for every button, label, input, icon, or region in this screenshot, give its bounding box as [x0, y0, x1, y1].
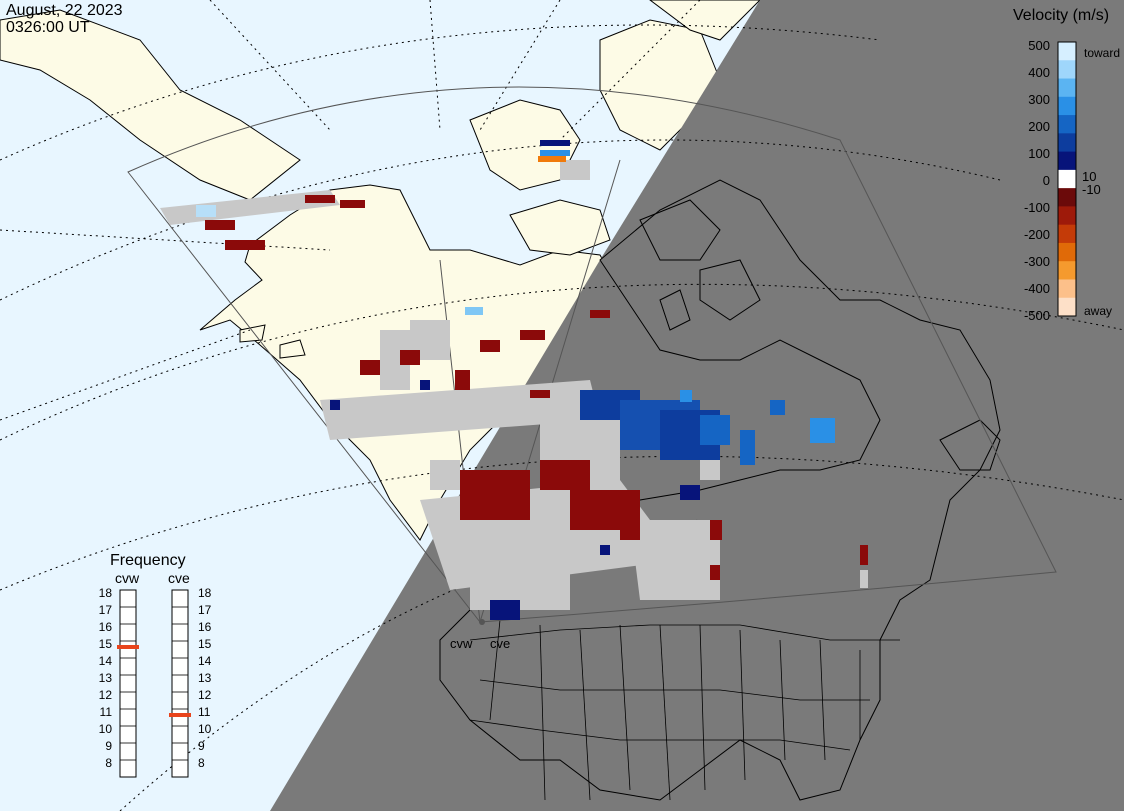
frequency-tick-label: 18 [198, 586, 212, 600]
frequency-tick-label: 11 [198, 705, 211, 719]
colorbar-tick-label: 200 [1028, 119, 1050, 134]
colorbar-swatch [1058, 242, 1076, 262]
station-label-cvw: cvw [450, 636, 473, 651]
velocity-away [205, 195, 868, 580]
colorbar-tick-label: 500 [1028, 38, 1050, 53]
colorbar-away-label: away [1084, 304, 1112, 318]
frequency-tick-label: 17 [198, 603, 212, 617]
colorbar-title: Velocity (m/s) [1013, 7, 1109, 24]
frequency-panel: Frequency cvw cve 18 17 16 15 14 13 12 11 10 9 8 18… [99, 552, 212, 778]
frequency-marker-cvw [117, 645, 139, 649]
colorbar-swatch [1058, 60, 1076, 80]
colorbar-tick-label: -500 [1024, 308, 1050, 323]
colorbar-tick-label: -200 [1024, 227, 1050, 242]
frequency-tick-label: 16 [99, 620, 113, 634]
colorbar-swatch [1058, 78, 1076, 98]
frequency-radar-cve: cve [168, 570, 190, 586]
colorbar-swatch [1058, 133, 1076, 153]
frequency-tick-label: 18 [99, 586, 113, 600]
colorbar-swatch [1058, 151, 1076, 171]
frequency-tick-label: 17 [99, 603, 113, 617]
colorbar-swatch [1058, 96, 1076, 116]
frequency-title: Frequency [110, 552, 186, 569]
frequency-tick-label: 15 [99, 637, 113, 651]
velocity-toward [196, 140, 835, 620]
frequency-tick-label: 9 [105, 739, 112, 753]
colorbar-swatch [1058, 224, 1076, 244]
station-label-cve: cve [490, 636, 510, 651]
frequency-tick-label: 14 [99, 654, 113, 668]
land-night [439, 179, 1001, 801]
time-label: 0326:00 UT [6, 19, 90, 36]
colorbar-frame [1057, 41, 1077, 317]
frequency-tick-label: 14 [198, 654, 212, 668]
colorbar-tick-label: 100 [1028, 146, 1050, 161]
colorbar-swatch [1058, 279, 1076, 299]
state-lines [469, 619, 900, 801]
colorbar-tick-label: 0 [1043, 173, 1050, 188]
frequency-radar-cvw: cvw [115, 570, 140, 586]
colorbar-swatch [1058, 297, 1076, 317]
colorbar-swatch [1058, 261, 1076, 280]
frequency-scale-cvw [119, 589, 137, 778]
colorbar-tick-label: -400 [1024, 281, 1050, 296]
frequency-tick-label: 16 [198, 620, 212, 634]
colorbar-swatch [1058, 206, 1076, 226]
colorbar-toward-label: toward [1084, 46, 1120, 60]
frequency-tick-label: 10 [99, 722, 113, 736]
colorbar-swatch [1058, 169, 1076, 189]
frequency-tick-label: 8 [105, 756, 112, 770]
colorbar-tick-label: -100 [1024, 200, 1050, 215]
date-label: August, 22 2023 [6, 2, 123, 19]
frequency-tick-label: 12 [198, 688, 212, 702]
frequency-tick-label: 9 [198, 739, 205, 753]
frequency-tick-label: 11 [100, 705, 113, 719]
colorbar-swatch [1058, 115, 1076, 134]
frequency-tick-label: 12 [99, 688, 113, 702]
colorbar-tick-label: -300 [1024, 254, 1050, 269]
frequency-tick-label: 13 [99, 671, 113, 685]
colorbar-swatch [1058, 42, 1076, 61]
colorbar-swatch [1058, 188, 1076, 207]
colorbar-tick-label: 300 [1028, 92, 1050, 107]
frequency-marker-cve [169, 713, 191, 717]
frequency-tick-label: 8 [198, 756, 205, 770]
colorbar-tick-label: 10 [1082, 169, 1096, 184]
radar-stations: cvw cve [450, 619, 510, 651]
frequency-scale-cve [171, 589, 189, 778]
frequency-tick-label: 13 [198, 671, 212, 685]
colorbar-tick-label: -10 [1082, 182, 1101, 197]
frequency-tick-label: 10 [198, 722, 212, 736]
frequency-tick-label: 15 [198, 637, 212, 651]
velocity-colorbar: Velocity (m/s) 500400300200100100-10-100… [1013, 7, 1120, 323]
colorbar-tick-label: 400 [1028, 65, 1050, 80]
